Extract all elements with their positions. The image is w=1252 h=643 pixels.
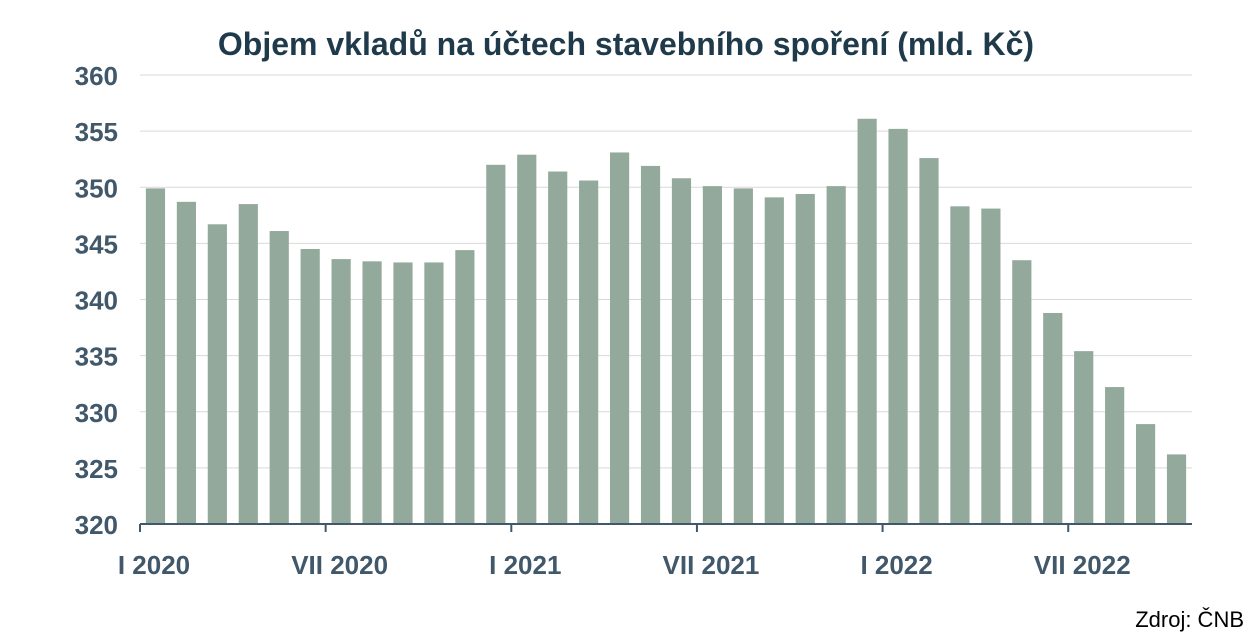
y-tick-label: 320 [75,510,118,540]
x-tick-label: VII 2021 [663,550,760,580]
bar [486,164,506,525]
x-tick-label: VII 2020 [291,550,388,580]
bar [1012,260,1032,524]
x-tick-label: I 2020 [118,550,190,580]
bar [609,152,630,524]
bar [733,188,753,524]
bar [579,180,599,524]
y-tick-label: 325 [75,454,118,484]
bar [548,171,568,524]
bar [269,231,289,524]
x-tick-label: I 2021 [489,550,561,580]
bar [888,128,908,524]
bar [826,186,846,524]
chart-title: Objem vkladů na účtech stavebního spořen… [217,26,1035,62]
bar [857,118,877,524]
y-tick-label: 350 [75,173,118,203]
bar [207,224,227,525]
bar [764,197,784,525]
bar [176,201,197,524]
bar [238,204,258,524]
bar [919,158,939,524]
bar [362,261,382,524]
bar [1105,387,1125,524]
bar [1166,454,1187,524]
bar [981,208,1001,524]
bar [671,178,692,524]
bar [145,188,166,524]
bar [300,248,320,525]
bar [950,206,970,524]
x-tick-label: I 2022 [860,550,932,580]
bar [1135,424,1156,524]
source-note: Zdroj: ČNB [1135,607,1244,632]
y-tick-label: 355 [75,117,118,147]
y-tick-label: 340 [75,286,118,316]
bar [640,165,661,525]
bar [702,186,723,524]
bar [795,193,815,525]
bar [1074,351,1094,524]
bar [393,262,413,524]
y-tick-label: 345 [75,229,118,259]
y-tick-label: 335 [75,342,118,372]
bar [455,250,475,525]
bar [424,262,444,524]
y-tick-label: 360 [75,61,118,91]
x-tick-label: VII 2022 [1034,550,1131,580]
bar [517,154,537,524]
bar [1043,312,1063,524]
y-tick-label: 330 [75,398,118,428]
bar [331,259,351,524]
